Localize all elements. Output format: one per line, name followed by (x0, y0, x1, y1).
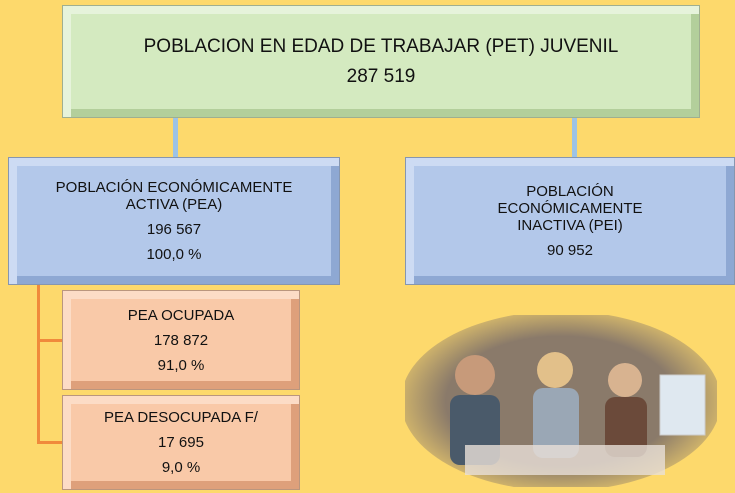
node-label: PEA DESOCUPADA F/ (104, 409, 258, 426)
node-label: POBLACION EN EDAD DE TRABAJAR (PET) JUVE… (144, 36, 619, 58)
pei-box: POBLACIÓN ECONÓMICAMENTE INACTIVA (PEI) … (405, 157, 735, 285)
pea-ocupada-box: PEA OCUPADA 178 872 91,0 % (62, 290, 300, 390)
node-label: PEA OCUPADA (128, 307, 234, 324)
node-percent: 100,0 % (146, 246, 201, 263)
node-percent: 91,0 % (158, 357, 205, 374)
connector (572, 118, 577, 158)
node-value: 17 695 (158, 434, 204, 451)
node-value: 287 519 (347, 66, 416, 88)
node-label: POBLACIÓN ECONÓMICAMENTE ACTIVA (PEA) (29, 179, 319, 213)
connector (37, 441, 63, 444)
node-label: POBLACIÓN ECONÓMICAMENTE INACTIVA (PEI) (466, 183, 674, 234)
connector (173, 118, 178, 158)
node-value: 196 567 (147, 221, 201, 238)
pea-box: POBLACIÓN ECONÓMICAMENTE ACTIVA (PEA) 19… (8, 157, 340, 285)
page: POBLACION EN EDAD DE TRABAJAR (PET) JUVE… (0, 0, 735, 493)
connector (37, 285, 40, 443)
node-value: 178 872 (154, 332, 208, 349)
pea-desocupada-box: PEA DESOCUPADA F/ 17 695 9,0 % (62, 395, 300, 490)
connector (37, 339, 63, 342)
photo (405, 315, 717, 487)
node-value: 90 952 (547, 242, 593, 259)
pet-box: POBLACION EN EDAD DE TRABAJAR (PET) JUVE… (62, 5, 700, 118)
node-percent: 9,0 % (162, 459, 200, 476)
